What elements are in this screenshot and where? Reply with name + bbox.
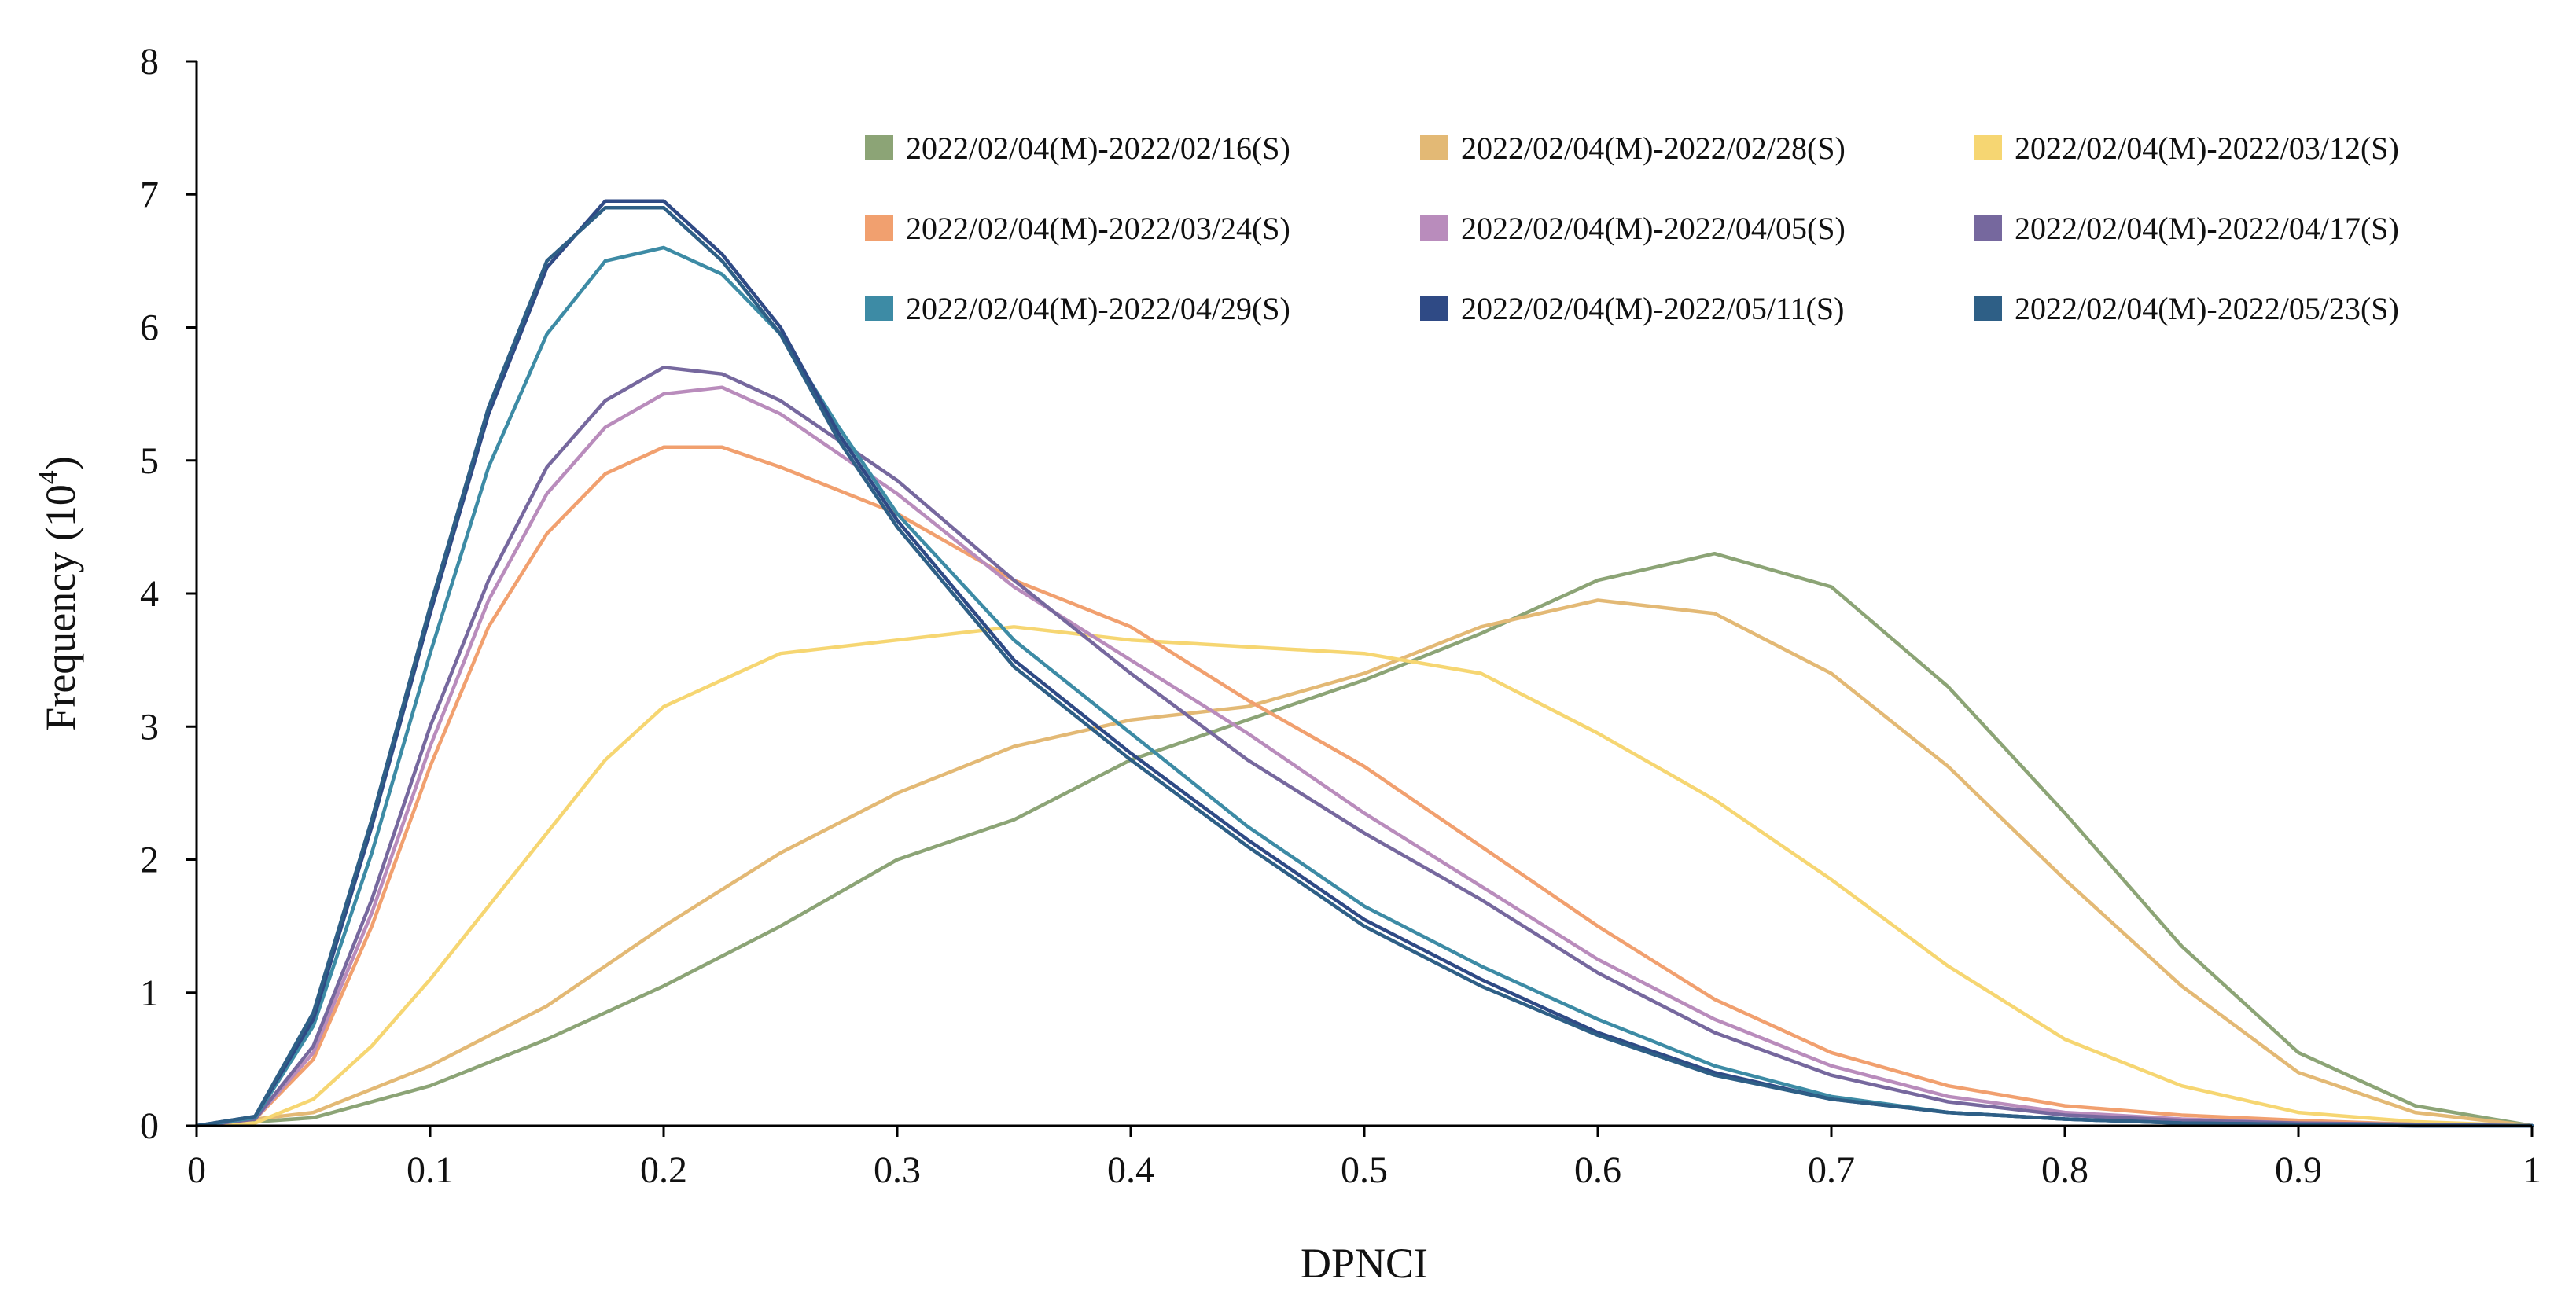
y-axis-title: Frequency (104) — [32, 456, 84, 730]
series-line-3 — [194, 625, 2534, 1128]
y-axis-title-superscript: 4 — [32, 470, 64, 484]
x-tick-label: 0.9 — [2275, 1149, 2322, 1191]
x-tick-label: 0.1 — [407, 1149, 454, 1191]
series-line-7 — [194, 245, 2534, 1128]
legend-label-8: 2022/02/04(M)-2022/05/11(S) — [1461, 291, 1844, 326]
y-tick-label: 3 — [140, 706, 159, 748]
y-tick-label: 4 — [140, 573, 159, 615]
series-line-2 — [194, 598, 2534, 1128]
x-tick-label: 0.3 — [874, 1149, 921, 1191]
x-tick-label: 0.8 — [2041, 1149, 2088, 1191]
legend-swatch-2 — [1420, 135, 1448, 160]
y-tick-label: 8 — [140, 41, 159, 83]
x-tick-label: 1 — [2523, 1149, 2541, 1191]
legend: 2022/02/04(M)-2022/02/16(S) 2022/02/04(M)… — [865, 130, 2399, 326]
x-tick-label: 0.7 — [1808, 1149, 1855, 1191]
series-line-4 — [194, 445, 2534, 1128]
y-tick-label: 2 — [140, 840, 159, 881]
legend-label-9: 2022/02/04(M)-2022/05/23(S) — [2015, 291, 2399, 326]
series-line-6 — [194, 366, 2534, 1128]
x-tick-label: 0.6 — [1574, 1149, 1621, 1191]
y-tick-label: 1 — [140, 972, 159, 1014]
legend-label-4: 2022/02/04(M)-2022/03/24(S) — [906, 211, 1290, 246]
x-axis-title: DPNCI — [1301, 1240, 1428, 1287]
legend-swatch-1 — [865, 135, 893, 160]
y-tick-label: 5 — [140, 440, 159, 482]
legend-label-6: 2022/02/04(M)-2022/04/17(S) — [2015, 211, 2399, 246]
ticks: 0 0.1 0.2 0.3 0.4 0.5 0.6 0.7 0.8 0.9 1 0 1 2 3 4 5 6 7 8 — [140, 41, 2541, 1191]
y-tick-label: 0 — [140, 1105, 159, 1147]
y-tick-label: 6 — [140, 307, 159, 349]
series-line-1 — [194, 551, 2534, 1128]
series-line-9 — [194, 205, 2534, 1128]
legend-swatch-3 — [1974, 135, 2002, 160]
legend-swatch-5 — [1420, 215, 1448, 241]
legend-swatch-7 — [865, 296, 893, 321]
y-axis-title-main: Frequency (10 — [37, 484, 84, 730]
legend-label-1: 2022/02/04(M)-2022/02/16(S) — [906, 130, 1290, 166]
legend-label-5: 2022/02/04(M)-2022/04/05(S) — [1461, 211, 1846, 246]
legend-swatch-9 — [1974, 296, 2002, 321]
legend-swatch-6 — [1974, 215, 2002, 241]
series-layer — [194, 199, 2534, 1128]
y-tick-label: 7 — [140, 174, 159, 215]
legend-label-7: 2022/02/04(M)-2022/04/29(S) — [906, 291, 1290, 326]
y-axis-title-close: ) — [37, 456, 84, 470]
legend-label-3: 2022/02/04(M)-2022/03/12(S) — [2015, 130, 2399, 166]
legend-label-2: 2022/02/04(M)-2022/02/28(S) — [1461, 130, 1846, 166]
legend-swatch-8 — [1420, 296, 1448, 321]
legend-swatch-4 — [865, 215, 893, 241]
x-tick-label: 0 — [187, 1149, 206, 1191]
x-tick-label: 0.2 — [640, 1149, 687, 1191]
x-tick-label: 0.5 — [1341, 1149, 1388, 1191]
x-tick-label: 0.4 — [1107, 1149, 1154, 1191]
series-line-5 — [194, 385, 2534, 1128]
